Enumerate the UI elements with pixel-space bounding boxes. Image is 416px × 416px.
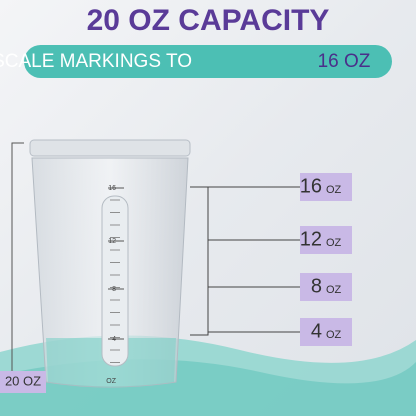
side-label: 20 OZ xyxy=(5,373,41,388)
callouts: 16 OZ 12 OZ 8 OZ 4 OZ xyxy=(208,173,352,346)
callout-number: 4 xyxy=(311,320,322,342)
callout-number: 16 xyxy=(300,175,322,197)
side-label-box xyxy=(0,371,46,393)
subtitle-pill xyxy=(24,45,392,78)
callout-unit: OZ xyxy=(326,329,342,341)
subtitle-highlight: 16 OZ xyxy=(318,51,371,72)
callout-unit: OZ xyxy=(326,184,342,196)
cup-scale: 161284OZ xyxy=(106,185,124,385)
callout-box xyxy=(300,226,352,254)
callout-box xyxy=(300,273,352,301)
callout-box xyxy=(300,318,352,346)
callout-unit: OZ xyxy=(326,237,342,249)
callout-bracket xyxy=(190,186,209,336)
subtitle: GRADUATED SCALE MARKINGS TO xyxy=(0,51,192,72)
capacity-bracket xyxy=(11,142,24,372)
title: 20 OZ CAPACITY xyxy=(87,4,330,37)
callout-unit: OZ xyxy=(326,284,342,296)
callout-box xyxy=(300,173,352,201)
scale-window xyxy=(101,195,129,367)
cup-marking: OZ xyxy=(106,378,116,385)
callout-number: 8 xyxy=(311,275,322,297)
callout-number: 12 xyxy=(300,228,322,250)
cup-rim xyxy=(29,139,191,157)
